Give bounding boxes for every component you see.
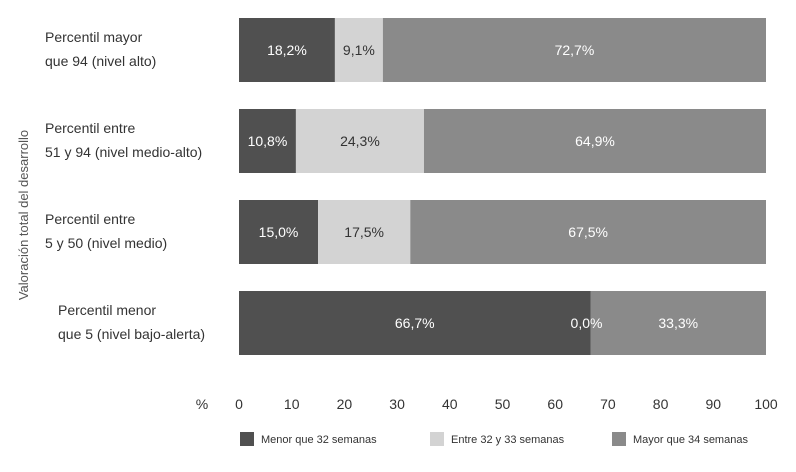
category-label: 5 y 50 (nivel medio) bbox=[45, 235, 167, 251]
x-tick-label: 30 bbox=[389, 396, 405, 412]
bar-segment bbox=[239, 291, 591, 355]
data-label: 10,8% bbox=[248, 133, 288, 149]
x-tick-label: 60 bbox=[547, 396, 563, 412]
x-tick-label: 90 bbox=[706, 396, 722, 412]
legend-swatch bbox=[240, 432, 254, 446]
bars-group: 18,2% 9,1% 72,7% 10,8% 24,3% 64,9% 15,0% 17,5% 6… bbox=[239, 18, 766, 355]
x-axis: % 0 10 20 30 40 50 60 70 80 90 100 bbox=[196, 396, 778, 412]
bar-segment bbox=[590, 291, 766, 355]
x-tick-label: 40 bbox=[442, 396, 458, 412]
x-tick-label: 0 bbox=[235, 396, 243, 412]
legend-label: Entre 32 y 33 semanas bbox=[451, 434, 565, 446]
bar-segment bbox=[410, 200, 766, 264]
data-label: 64,9% bbox=[575, 133, 615, 149]
x-tick-label: 10 bbox=[284, 396, 300, 412]
bar-segment bbox=[334, 18, 383, 82]
bar-segment bbox=[239, 200, 319, 264]
data-label: 15,0% bbox=[259, 224, 299, 240]
data-label: 0,0% bbox=[571, 315, 603, 331]
category-label: 51 y 94 (nivel medio-alto) bbox=[45, 144, 202, 160]
data-label: 67,5% bbox=[568, 224, 608, 240]
category-label: que 94 (nivel alto) bbox=[45, 53, 156, 69]
legend-swatch bbox=[612, 432, 626, 446]
bar-segment bbox=[295, 109, 424, 173]
x-tick-label: 80 bbox=[653, 396, 669, 412]
x-tick-label: 100 bbox=[754, 396, 778, 412]
category-labels: Percentil mayor que 94 (nivel alto) Percen… bbox=[45, 29, 205, 342]
data-label: 72,7% bbox=[555, 42, 595, 58]
category-label: que 5 (nivel bajo-alerta) bbox=[58, 326, 205, 342]
data-label: 66,7% bbox=[395, 315, 435, 331]
bar-segment bbox=[318, 200, 411, 264]
legend-label: Menor que 32 semanas bbox=[261, 434, 377, 446]
data-label: 9,1% bbox=[343, 42, 375, 58]
bar-segment bbox=[239, 18, 335, 82]
x-tick-label: 20 bbox=[337, 396, 353, 412]
category-label: Percentil mayor bbox=[45, 29, 143, 45]
data-label: 24,3% bbox=[340, 133, 380, 149]
legend-label: Mayor que 34 semanas bbox=[633, 434, 748, 446]
bar-segment bbox=[239, 109, 296, 173]
legend-swatch bbox=[430, 432, 444, 446]
category-label: Percentil entre bbox=[45, 120, 135, 136]
data-label: 33,3% bbox=[658, 315, 698, 331]
category-label: Percentil menor bbox=[58, 302, 156, 318]
data-label: 18,2% bbox=[267, 42, 307, 58]
x-tick-label: 70 bbox=[600, 396, 616, 412]
x-axis-unit-label: % bbox=[196, 396, 208, 412]
data-label: 17,5% bbox=[344, 224, 384, 240]
legend: Menor que 32 semanas Entre 32 y 33 semana… bbox=[240, 432, 748, 446]
bar-segment bbox=[423, 109, 766, 173]
x-tick-label: 50 bbox=[495, 396, 511, 412]
category-label: Percentil entre bbox=[45, 211, 135, 227]
y-axis-label: Valoración total del desarrollo bbox=[16, 130, 31, 300]
bar-segment bbox=[382, 18, 766, 82]
